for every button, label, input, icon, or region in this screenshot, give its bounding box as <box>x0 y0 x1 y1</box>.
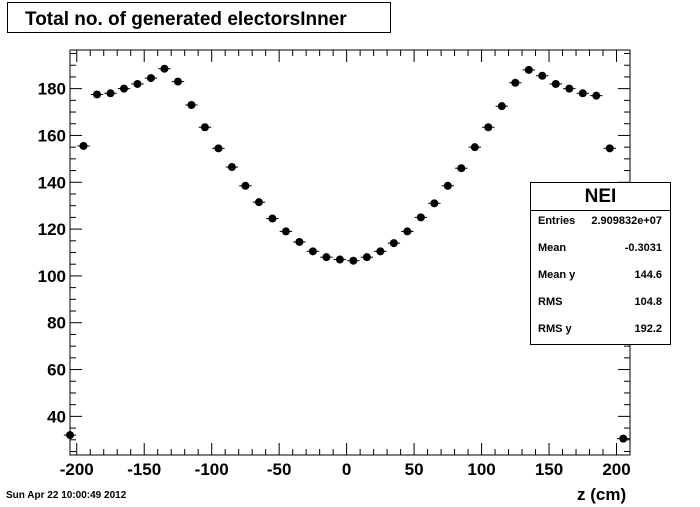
data-point <box>79 141 88 150</box>
data-point <box>214 144 223 153</box>
y-tick-label: 180 <box>38 80 66 99</box>
data-point <box>416 213 425 222</box>
chart-title-box: Total no. of generated electorsInner <box>7 2 391 33</box>
data-point <box>254 198 263 207</box>
stats-row-rms: RMS 104.8 <box>531 296 670 316</box>
data-point <box>470 143 479 152</box>
data-point <box>362 253 371 262</box>
stats-label: Mean <box>538 242 567 254</box>
data-point <box>308 247 317 256</box>
stats-box: NEI Entries 2.909832e+07 Mean -0.3031 Me… <box>530 182 671 345</box>
data-point <box>457 164 466 173</box>
data-point <box>578 89 587 98</box>
x-tick-label: 0 <box>342 460 351 479</box>
data-point <box>389 239 398 248</box>
x-tick-label: 100 <box>467 460 495 479</box>
data-point <box>524 65 533 74</box>
stats-row-rms-y: RMS y 192.2 <box>531 323 670 343</box>
data-point <box>187 101 196 110</box>
stats-value: -0.3031 <box>624 242 662 254</box>
y-tick-label: 120 <box>38 220 66 239</box>
data-point <box>376 247 385 256</box>
x-tick-label: 200 <box>602 460 630 479</box>
x-tick-label: 50 <box>405 460 424 479</box>
stats-row-mean: Mean -0.3031 <box>531 242 670 262</box>
data-point <box>160 64 169 73</box>
data-point <box>538 71 547 80</box>
stats-label: RMS <box>538 296 563 308</box>
x-axis-title: z (cm) <box>577 485 627 504</box>
stats-label: Mean y <box>538 269 576 281</box>
stats-value: 192.2 <box>634 323 662 335</box>
data-point <box>592 91 601 100</box>
data-point <box>295 237 304 246</box>
data-points <box>63 64 630 443</box>
data-point <box>443 181 452 190</box>
stats-row-mean-y: Mean y 144.6 <box>531 269 670 289</box>
stats-value: 2.909832e+07 <box>591 215 662 227</box>
data-point <box>511 78 520 87</box>
data-point <box>92 90 101 99</box>
stats-value: 104.8 <box>634 296 662 308</box>
data-point <box>605 144 614 153</box>
timestamp: Sun Apr 22 10:00:49 2012 <box>6 490 127 501</box>
data-point <box>66 431 74 440</box>
data-point <box>173 77 182 86</box>
stats-box-name: NEI <box>531 183 670 211</box>
y-tick-label: 100 <box>38 267 66 286</box>
stats-value: 144.6 <box>634 269 662 281</box>
data-point <box>565 84 574 93</box>
y-tick-label: 140 <box>38 173 66 192</box>
tick-labels: -200 -150 -100 -50 0 50 100 150 200 40 60 80 100 120 1… <box>38 80 631 479</box>
data-point <box>227 163 236 172</box>
data-point <box>106 89 115 98</box>
data-point <box>241 181 250 190</box>
data-point <box>484 123 493 132</box>
y-tick-label: 40 <box>47 407 66 426</box>
data-point <box>403 227 412 236</box>
data-point <box>551 79 560 88</box>
stats-row-entries: Entries 2.909832e+07 <box>531 215 670 235</box>
data-point <box>335 255 344 264</box>
x-tick-label: 150 <box>535 460 563 479</box>
data-point <box>281 227 290 236</box>
data-point <box>349 256 358 265</box>
x-tick-label: -150 <box>127 460 161 479</box>
data-point <box>200 123 209 132</box>
chart-title: Total no. of generated electorsInner <box>25 9 347 30</box>
data-point <box>430 199 439 208</box>
data-point <box>146 74 155 83</box>
x-tick-label: -50 <box>267 460 292 479</box>
data-point <box>133 79 142 88</box>
data-point <box>497 102 506 111</box>
data-point <box>619 434 628 443</box>
y-tick-label: 60 <box>47 361 66 380</box>
stats-label: RMS y <box>538 323 572 335</box>
data-point <box>268 214 277 223</box>
y-tick-label: 160 <box>38 126 66 145</box>
data-point <box>119 84 128 93</box>
y-tick-label: 80 <box>47 314 66 333</box>
x-tick-label: -200 <box>60 460 94 479</box>
data-point <box>322 253 331 262</box>
x-tick-label: -100 <box>195 460 229 479</box>
stats-label: Entries <box>538 215 576 227</box>
